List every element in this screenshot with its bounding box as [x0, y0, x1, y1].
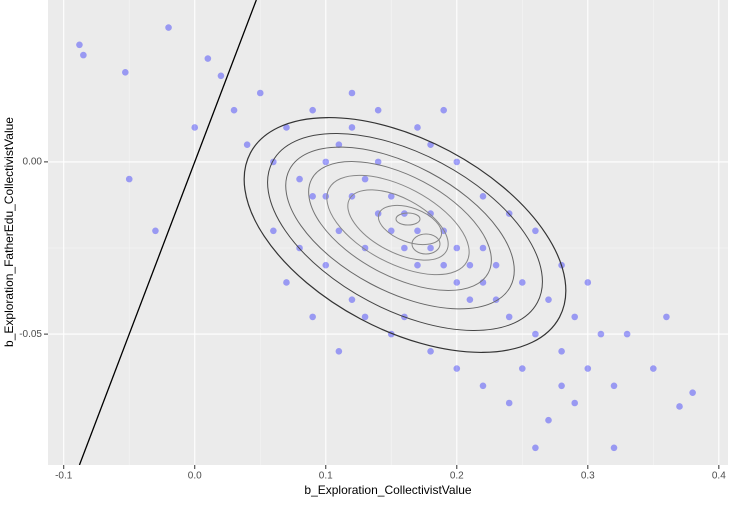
point	[361, 244, 369, 252]
point	[348, 296, 356, 303]
point	[427, 348, 434, 355]
point	[676, 403, 683, 410]
point	[348, 89, 356, 97]
point	[256, 89, 264, 97]
point	[440, 261, 447, 269]
point	[374, 106, 382, 114]
point	[335, 348, 343, 355]
point	[466, 261, 474, 269]
point	[479, 193, 487, 200]
point	[545, 416, 552, 424]
point	[322, 261, 330, 269]
point	[518, 279, 526, 286]
point	[479, 244, 487, 252]
point	[348, 124, 356, 131]
point	[427, 244, 434, 252]
point	[414, 227, 421, 235]
point	[610, 382, 618, 390]
point	[545, 296, 552, 303]
point	[492, 261, 500, 269]
point	[584, 365, 592, 372]
point	[558, 348, 565, 355]
point	[283, 279, 290, 286]
point	[532, 227, 539, 235]
point	[296, 175, 303, 183]
x-tick-label: 0.1	[319, 471, 333, 482]
point	[76, 41, 83, 49]
point	[165, 24, 172, 31]
point	[505, 313, 513, 321]
point	[532, 444, 539, 452]
x-tick-label: 0.0	[188, 471, 202, 482]
point	[414, 261, 421, 269]
point	[80, 51, 87, 59]
point	[152, 227, 159, 235]
identity-line	[78, 0, 257, 465]
point	[322, 193, 330, 200]
point	[440, 106, 447, 114]
x-tick-label: 0.2	[450, 471, 464, 482]
density-contours	[243, 116, 567, 354]
point	[518, 365, 526, 372]
point	[427, 210, 434, 217]
y-tick-label: 0.00	[23, 157, 43, 168]
point	[309, 193, 316, 200]
point	[623, 330, 631, 338]
point	[125, 175, 133, 183]
point	[322, 158, 330, 166]
point	[204, 55, 212, 62]
point	[650, 365, 657, 372]
point	[610, 444, 618, 452]
point	[270, 227, 277, 235]
point	[309, 313, 316, 321]
point	[309, 106, 316, 114]
point	[335, 227, 343, 235]
point	[387, 227, 395, 235]
point	[217, 72, 225, 80]
x-tick-label: -0.1	[55, 471, 73, 482]
point	[230, 106, 238, 114]
point	[453, 244, 461, 252]
point	[597, 330, 605, 338]
x-tick-label: 0.4	[712, 471, 726, 482]
x-tick-label: 0.3	[581, 471, 595, 482]
x-axis-title: b_Exploration_CollectivistValue	[304, 483, 472, 497]
point	[453, 158, 461, 166]
point	[479, 382, 487, 390]
point	[283, 124, 290, 131]
point	[453, 279, 461, 286]
point	[335, 141, 343, 148]
point	[361, 175, 369, 183]
point	[663, 313, 670, 321]
point	[453, 365, 461, 372]
point	[361, 313, 369, 321]
point	[374, 158, 382, 166]
point	[122, 69, 129, 76]
point	[558, 382, 565, 390]
y-axis-title: b_Exploration_FatherEdu_CollectivistValu…	[2, 117, 16, 347]
point	[689, 389, 696, 396]
point	[466, 296, 474, 303]
point	[532, 330, 539, 338]
point	[571, 399, 579, 407]
point	[243, 141, 251, 148]
point	[505, 399, 513, 407]
y-tick-label: -0.05	[19, 329, 42, 340]
point	[584, 279, 592, 286]
point	[387, 193, 395, 200]
point	[414, 124, 421, 131]
point	[571, 313, 579, 321]
point	[191, 124, 199, 131]
point	[401, 244, 408, 252]
